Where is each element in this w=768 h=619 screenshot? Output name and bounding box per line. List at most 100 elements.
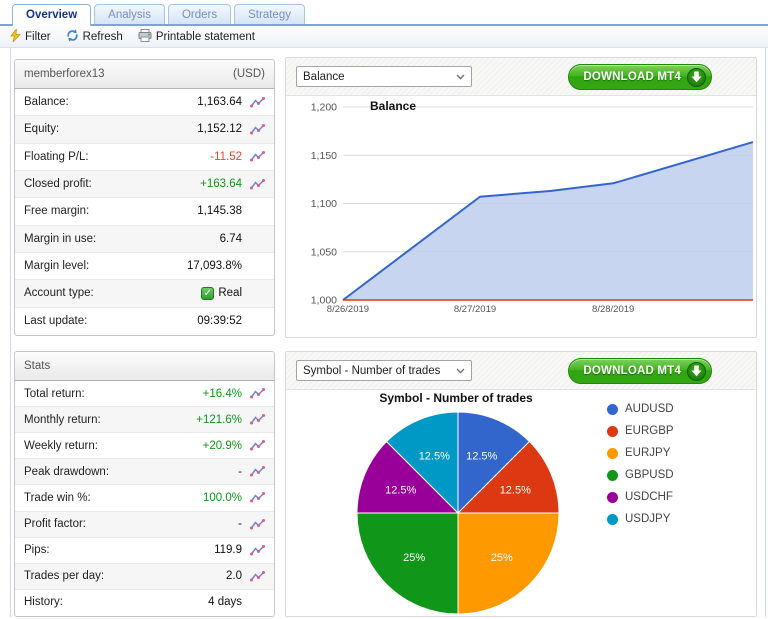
download-arrow-icon xyxy=(687,68,706,87)
table-row: History:4 days xyxy=(15,589,274,615)
row-value: 6.74 xyxy=(220,233,242,245)
table-row: Total return:+16.4% xyxy=(15,381,274,406)
svg-text:8/27/2019: 8/27/2019 xyxy=(454,304,496,315)
toolbar-printable-statement-button[interactable]: Printable statement xyxy=(138,29,255,45)
legend-dot xyxy=(607,426,618,437)
svg-text:8/28/2019: 8/28/2019 xyxy=(592,304,634,315)
row-value: +20.9% xyxy=(203,440,242,452)
row-value: 2.0 xyxy=(226,570,242,582)
row-label: Account type: xyxy=(24,287,94,299)
mini-chart-icon[interactable] xyxy=(246,545,265,556)
account-table: Balance:1,163.64Equity:1,152.12Floating … xyxy=(15,89,274,334)
table-row: Trades per day:2.0 xyxy=(15,563,274,589)
table-row: Trade win %:100.0% xyxy=(15,484,274,510)
account-panel: memberforex13 (USD) Balance:1,163.64Equi… xyxy=(14,59,275,336)
tab-overview[interactable]: Overview xyxy=(12,4,91,26)
toolbar-refresh-button[interactable]: Refresh xyxy=(66,29,123,45)
mini-chart-icon[interactable] xyxy=(246,466,265,477)
mini-chart-icon[interactable] xyxy=(246,124,265,135)
toolbar-label: Filter xyxy=(25,31,51,43)
mini-chart-icon[interactable] xyxy=(246,151,265,162)
table-row: Free margin:1,145.38 xyxy=(15,197,274,224)
balance-metric-select[interactable]: Balance xyxy=(296,66,472,87)
mini-chart-icon[interactable] xyxy=(246,388,265,399)
table-row: Floating P/L:-11.52 xyxy=(15,143,274,170)
row-label: Weekly return: xyxy=(24,440,98,452)
checkbox-checked-icon: ✓ xyxy=(201,287,214,300)
row-value: - xyxy=(238,518,242,530)
row-value: 4 days xyxy=(208,596,242,608)
legend-label: GBPUSD xyxy=(625,469,674,481)
table-row: Account type: ✓Real xyxy=(15,279,274,306)
printer-icon xyxy=(138,29,152,45)
legend-label: USDJPY xyxy=(625,513,670,525)
mini-chart-icon[interactable] xyxy=(246,97,265,108)
table-row: Margin level:17,093.8% xyxy=(15,252,274,279)
mini-chart-icon[interactable] xyxy=(246,414,265,425)
mini-chart-icon[interactable] xyxy=(246,571,265,582)
table-row: Last update: 09:39:52 xyxy=(15,307,274,334)
main-content: memberforex13 (USD) Balance:1,163.64Equi… xyxy=(10,48,766,617)
download-mt4-button[interactable]: DOWNLOAD MT4 xyxy=(568,64,712,90)
symbol-metric-select[interactable]: Symbol - Number of trades xyxy=(296,360,472,381)
chevron-down-icon xyxy=(456,71,465,83)
pie-legend: AUDUSDEURGBPEURJPYGBPUSDUSDCHFUSDJPY xyxy=(607,398,674,530)
toolbar-filter-button[interactable]: Filter xyxy=(10,29,51,45)
row-value: 119.9 xyxy=(214,544,242,556)
svg-text:Symbol - Number of trades: Symbol - Number of trades xyxy=(379,391,533,405)
table-row: Pips: 119.9 xyxy=(15,537,274,563)
table-row: Monthly return:+121.6% xyxy=(15,406,274,432)
legend-dot xyxy=(607,404,618,415)
row-label: Peak drawdown: xyxy=(24,466,109,478)
row-label: Equity: xyxy=(24,123,59,135)
account-name: memberforex13 xyxy=(24,68,105,80)
balance-panel-toolbar: Balance DOWNLOAD MT4 xyxy=(286,58,756,96)
legend-label: EURGBP xyxy=(625,425,674,437)
mini-chart-icon[interactable] xyxy=(246,492,265,503)
svg-text:25%: 25% xyxy=(403,552,425,564)
legend-item-audusd: AUDUSD xyxy=(607,398,674,420)
legend-label: AUDUSD xyxy=(625,403,674,415)
chevron-down-icon xyxy=(456,365,465,377)
mini-chart-icon[interactable] xyxy=(246,440,265,451)
row-label: Profit factor: xyxy=(24,518,86,530)
svg-text:12.5%: 12.5% xyxy=(419,451,450,463)
row-label: Floating P/L: xyxy=(24,151,89,163)
row-label: Pips: xyxy=(24,544,50,556)
legend-item-eurgbp: EURGBP xyxy=(607,420,674,442)
row-label: Margin in use: xyxy=(24,233,96,245)
legend-dot xyxy=(607,470,618,481)
svg-text:1,100: 1,100 xyxy=(311,198,337,210)
row-label: Last update: xyxy=(24,315,87,327)
tab-analysis[interactable]: Analysis xyxy=(94,4,165,24)
stats-title: Stats xyxy=(24,360,50,372)
table-row: Profit factor: - xyxy=(15,511,274,537)
row-value: 1,152.12 xyxy=(197,123,242,135)
legend-dot xyxy=(607,514,618,525)
row-value: ✓Real xyxy=(201,287,242,300)
row-value: +163.64 xyxy=(200,178,242,190)
mini-chart-icon[interactable] xyxy=(246,179,265,190)
legend-item-eurjpy: EURJPY xyxy=(607,442,674,464)
stats-panel-header: Stats xyxy=(15,352,274,381)
row-value: 1,163.64 xyxy=(197,96,242,108)
download-mt4-button[interactable]: DOWNLOAD MT4 xyxy=(568,358,712,384)
tab-orders[interactable]: Orders xyxy=(168,4,231,24)
row-value: 09:39:52 xyxy=(197,315,242,327)
mini-chart-icon[interactable] xyxy=(246,519,265,530)
balance-metric-select-value: Balance xyxy=(303,71,345,83)
symbol-pie-panel: Symbol - Number of trades DOWNLOAD MT4 S… xyxy=(285,351,757,617)
table-row: Peak drawdown: - xyxy=(15,458,274,484)
download-mt4-label: DOWNLOAD MT4 xyxy=(583,365,681,377)
tab-strategy[interactable]: Strategy xyxy=(234,4,305,24)
balance-area-chart: 1,2001,1501,1001,0501,0008/26/20198/27/2… xyxy=(286,96,756,338)
stats-table: Total return:+16.4%Monthly return:+121.6… xyxy=(15,381,274,615)
download-arrow-icon xyxy=(687,362,706,381)
stats-panel: Stats Total return:+16.4%Monthly return:… xyxy=(14,351,275,617)
row-value: - xyxy=(238,466,242,478)
tab-strip: OverviewAnalysisOrdersStrategy xyxy=(0,0,768,26)
svg-text:12.5%: 12.5% xyxy=(385,484,416,496)
svg-text:1,200: 1,200 xyxy=(311,102,337,114)
row-value: 1,145.38 xyxy=(197,205,242,217)
toolbar: Filter Refresh Printable statement xyxy=(0,26,768,48)
